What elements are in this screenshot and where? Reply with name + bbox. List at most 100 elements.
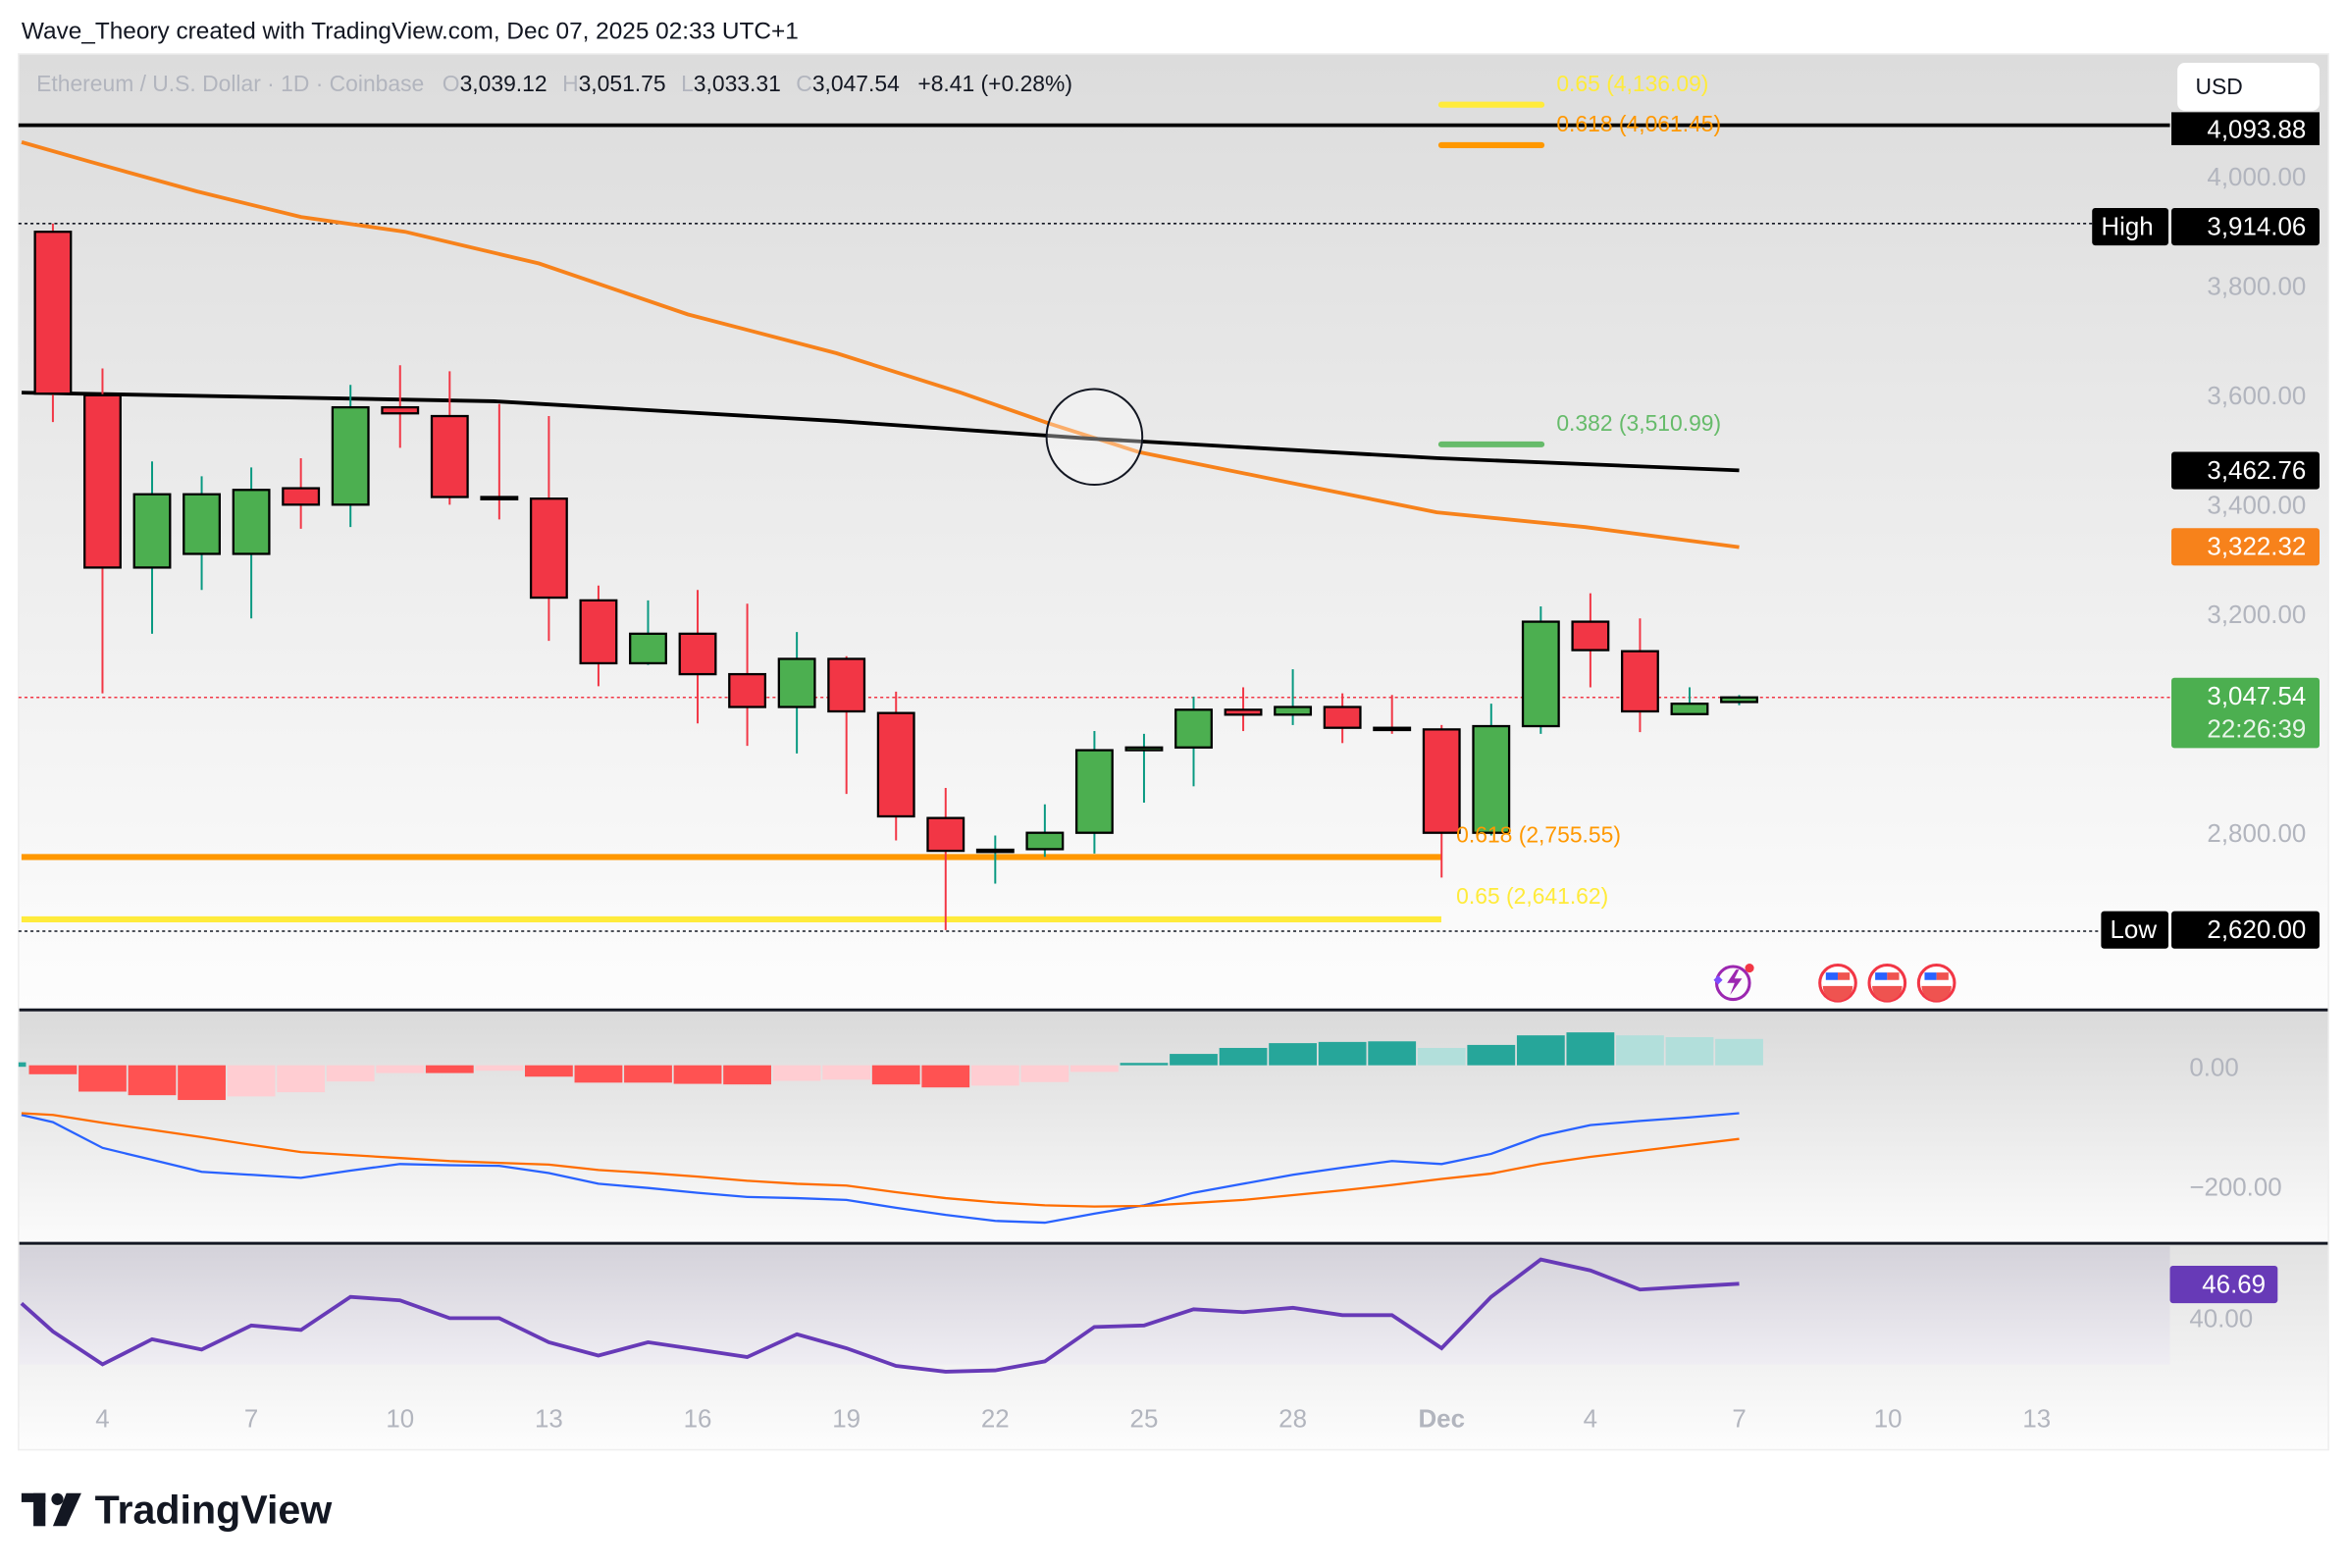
macd-pane[interactable] xyxy=(18,1011,2329,1242)
fib-bottom-65-label: 0.65 (2,641.62) xyxy=(1456,883,1608,909)
candle-up[interactable] xyxy=(1521,620,1560,728)
price-axis[interactable]: 4,000.00 3,800.00 3,600.00 3,400.00 3,200.00… xyxy=(2207,164,2306,848)
moving-averages xyxy=(21,140,1740,549)
macd-line[interactable] xyxy=(21,1112,1740,1225)
candle-down[interactable] xyxy=(1323,706,1362,729)
macd-histogram-bar xyxy=(1417,1047,1466,1066)
rsi-value-tag: 46.69 xyxy=(2169,1265,2278,1304)
ma-fast-line[interactable] xyxy=(21,140,1740,549)
candle-down[interactable] xyxy=(728,672,767,708)
candle-down[interactable] xyxy=(1422,728,1461,834)
macd-histogram-bar xyxy=(1120,1063,1169,1066)
ma-fast-price-tag: 3,322.32 xyxy=(2171,528,2321,566)
macd-histogram-bar xyxy=(178,1065,226,1101)
tradingview-logo[interactable]: TradingView xyxy=(21,1487,333,1532)
candle-up[interactable] xyxy=(1074,749,1114,834)
main-pane[interactable] xyxy=(18,53,2329,1011)
rsi-indicator xyxy=(20,1257,1740,1374)
bar-countdown: 22:26:39 xyxy=(2207,716,2306,744)
macd-histogram-bar xyxy=(822,1065,871,1080)
macd-histogram-bar xyxy=(574,1065,623,1083)
candle-up[interactable] xyxy=(232,489,271,555)
candle-down[interactable] xyxy=(876,711,915,818)
macd-axis-zero: 0.00 xyxy=(2189,1054,2238,1081)
low-value: 3,033.31 xyxy=(694,71,781,96)
price-axis-tick: 3,600.00 xyxy=(2207,383,2306,410)
macd-histogram-bar xyxy=(1516,1035,1565,1066)
rsi-line[interactable] xyxy=(20,1257,1740,1374)
ma-slow-line[interactable] xyxy=(22,391,1740,473)
candle-down[interactable] xyxy=(430,414,469,498)
fib-bottom-618-label: 0.618 (2,755.55) xyxy=(1456,821,1621,847)
macd-histogram-bar xyxy=(921,1065,970,1088)
svg-text:3,322.32: 3,322.32 xyxy=(2207,534,2306,561)
change-value: +8.41 (+0.28%) xyxy=(917,71,1072,96)
currency-button[interactable]: USD xyxy=(2177,63,2321,111)
candle-down[interactable] xyxy=(33,231,73,395)
macd-histogram-bar xyxy=(1368,1041,1417,1066)
time-axis-tick: 10 xyxy=(386,1406,414,1434)
candle-down[interactable] xyxy=(529,497,568,600)
svg-text:2,620.00: 2,620.00 xyxy=(2207,916,2306,944)
crypto-event-lightning-icon[interactable] xyxy=(1713,963,1754,1002)
svg-text:High: High xyxy=(2101,213,2153,240)
candle-up[interactable] xyxy=(1472,724,1511,834)
candle-down[interactable] xyxy=(83,393,122,569)
price-axis-tick: 3,400.00 xyxy=(2207,492,2306,519)
candle-down[interactable] xyxy=(827,657,866,713)
candle-down[interactable] xyxy=(282,487,321,506)
time-axis-tick: 4 xyxy=(1584,1406,1597,1434)
candle-up[interactable] xyxy=(331,405,370,506)
macd-histogram-bar xyxy=(1616,1035,1664,1066)
currency-label: USD xyxy=(2195,74,2242,99)
time-axis-tick: Dec xyxy=(1418,1406,1465,1434)
candle-down[interactable] xyxy=(579,599,618,665)
macd-histogram-bar xyxy=(376,1065,425,1073)
macd-histogram-bar xyxy=(277,1065,326,1093)
high-price-tag: High 3,914.06 xyxy=(2092,207,2321,246)
candle-up[interactable] xyxy=(183,493,222,555)
macd-histogram-bar xyxy=(1170,1054,1218,1066)
candle-down[interactable] xyxy=(480,496,519,500)
candle-down[interactable] xyxy=(1620,650,1659,713)
candle-up[interactable] xyxy=(629,632,667,665)
macd-histogram-bar xyxy=(227,1065,276,1097)
candle-up[interactable] xyxy=(1670,703,1709,715)
candle-up[interactable] xyxy=(975,848,1015,854)
time-axis[interactable]: 4 7 10 13 16 19 22 25 28 Dec 4 7 10 13 xyxy=(95,1406,2051,1434)
macd-histogram-bar xyxy=(18,1062,26,1068)
candle-down[interactable] xyxy=(1571,620,1610,652)
symbol-label[interactable]: Ethereum / U.S. Dollar · 1D · Coinbase xyxy=(36,71,424,96)
candle-down[interactable] xyxy=(1224,708,1263,716)
macd-axis-minus-200: −200.00 xyxy=(2189,1174,2281,1201)
macd-histogram-bar xyxy=(78,1065,127,1092)
fib-382-label: 0.382 (3,510.99) xyxy=(1556,410,1721,436)
chart-border xyxy=(18,53,2329,1451)
macd-signal-line[interactable] xyxy=(21,1112,1740,1208)
macd-histogram-bar xyxy=(1715,1038,1763,1066)
svg-text:3,047.54: 3,047.54 xyxy=(2207,683,2306,710)
candle-up[interactable] xyxy=(1124,746,1164,752)
candle-up[interactable] xyxy=(1274,706,1313,716)
svg-text:Low: Low xyxy=(2111,916,2158,944)
us-economic-event-flag-icon[interactable] xyxy=(1916,963,1956,1003)
time-axis-tick: 25 xyxy=(1130,1406,1159,1434)
candle-up[interactable] xyxy=(777,657,816,708)
candle-down[interactable] xyxy=(381,405,420,415)
time-axis-tick: 28 xyxy=(1278,1406,1307,1434)
candle-down[interactable] xyxy=(926,816,965,853)
svg-text:3,462.76: 3,462.76 xyxy=(2207,457,2306,485)
candle-up[interactable] xyxy=(1174,708,1213,749)
price-axis-tick: 3,800.00 xyxy=(2207,274,2306,301)
candle-up[interactable] xyxy=(132,493,172,569)
candle-up[interactable] xyxy=(1025,831,1065,851)
candle-up[interactable] xyxy=(1720,696,1758,704)
time-axis-tick: 7 xyxy=(244,1406,258,1434)
high-value: 3,051.75 xyxy=(579,71,666,96)
ma-cross-circle-annotation[interactable] xyxy=(1045,388,1144,487)
open-label: O xyxy=(443,71,460,96)
us-economic-event-flag-icon[interactable] xyxy=(1818,963,1857,1003)
candle-down[interactable] xyxy=(678,632,717,676)
candle-down[interactable] xyxy=(1373,726,1412,732)
us-economic-event-flag-icon[interactable] xyxy=(1867,963,1907,1003)
